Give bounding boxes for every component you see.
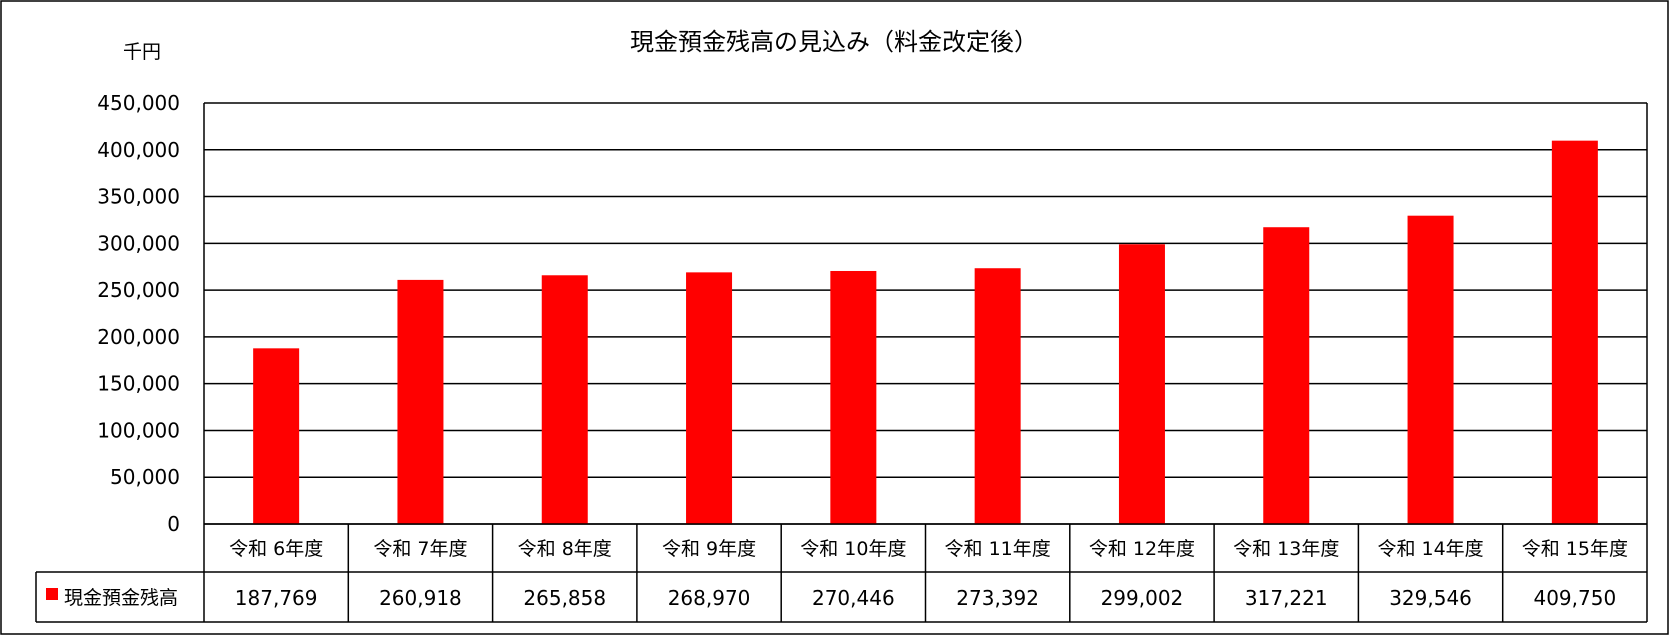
data-value-label: 187,769 bbox=[235, 586, 318, 610]
legend-label: 現金預金残高 bbox=[64, 587, 178, 609]
x-category-label: 令和 9年度 bbox=[662, 538, 756, 560]
legend-swatch bbox=[46, 588, 58, 600]
bar bbox=[1551, 140, 1598, 524]
x-category-label: 令和 6年度 bbox=[229, 538, 323, 560]
y-tick-label: 450,000 bbox=[97, 91, 180, 115]
x-category-label: 令和 12年度 bbox=[1089, 538, 1195, 560]
bar bbox=[541, 275, 588, 524]
x-category-label: 令和 13年度 bbox=[1233, 538, 1339, 560]
y-tick-label: 350,000 bbox=[97, 185, 180, 209]
bar bbox=[1407, 215, 1454, 524]
data-value-label: 317,221 bbox=[1245, 586, 1328, 610]
data-value-label: 299,002 bbox=[1101, 586, 1184, 610]
x-category-label: 令和 10年度 bbox=[800, 538, 906, 560]
bar bbox=[1118, 244, 1165, 524]
x-category-label: 令和 14年度 bbox=[1377, 538, 1483, 560]
y-tick-label: 300,000 bbox=[97, 231, 180, 255]
bars bbox=[253, 140, 1598, 524]
data-table: 令和 6年度 187,769 令和 7年度 260,918 令和 8年度 265,858 令… bbox=[35, 523, 1648, 623]
bar bbox=[397, 279, 444, 524]
y-tick-label: 0 bbox=[167, 512, 180, 536]
x-category-label: 令和 15年度 bbox=[1522, 538, 1628, 560]
data-value-label: 273,392 bbox=[956, 586, 1039, 610]
data-value-label: 270,446 bbox=[812, 586, 895, 610]
x-category-label: 令和 11年度 bbox=[945, 538, 1051, 560]
data-value-label: 268,970 bbox=[668, 586, 751, 610]
bar bbox=[1263, 227, 1310, 524]
data-value-label: 265,858 bbox=[523, 586, 606, 610]
data-value-label: 329,546 bbox=[1389, 586, 1472, 610]
bar bbox=[686, 272, 733, 524]
data-value-label: 260,918 bbox=[379, 586, 462, 610]
y-tick-label: 50,000 bbox=[110, 465, 180, 489]
y-tick-label: 100,000 bbox=[97, 418, 180, 442]
x-category-label: 令和 8年度 bbox=[518, 538, 612, 560]
data-value-label: 409,750 bbox=[1533, 586, 1616, 610]
y-tick-label: 200,000 bbox=[97, 325, 180, 349]
y-axis-unit-label: 千円 bbox=[123, 41, 161, 63]
y-axis-ticks: 0 50,000 100,000 150,000 200,000 250,000 300,0… bbox=[97, 91, 180, 536]
x-category-label: 令和 7年度 bbox=[373, 538, 467, 560]
bar bbox=[830, 270, 877, 524]
bar bbox=[253, 348, 300, 524]
bar bbox=[974, 268, 1021, 524]
y-tick-label: 250,000 bbox=[97, 278, 180, 302]
y-tick-label: 400,000 bbox=[97, 138, 180, 162]
y-tick-label: 150,000 bbox=[97, 372, 180, 396]
chart-title: 現金預金残高の見込み（料金改定後） bbox=[630, 28, 1038, 56]
